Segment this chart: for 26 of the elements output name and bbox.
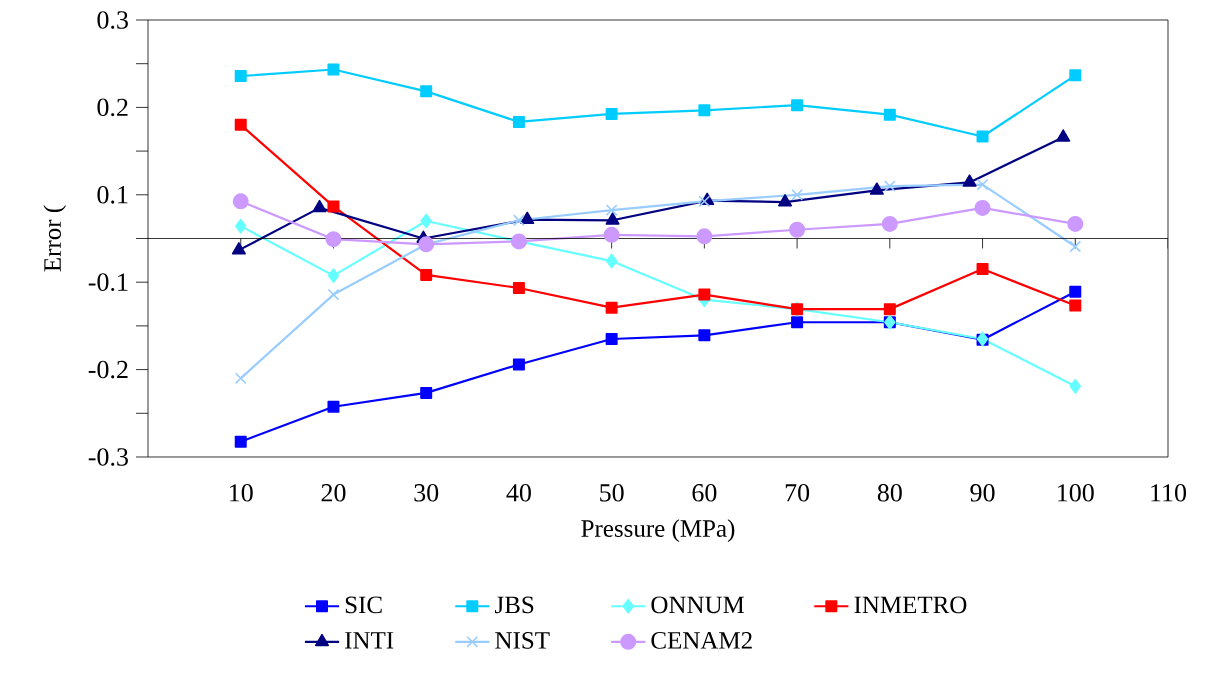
legend-label: INTI — [345, 632, 394, 649]
legend-label: CENAM2 — [651, 632, 752, 649]
legend-label: NIST — [495, 632, 550, 649]
y-tick-label: 0.2 — [97, 98, 128, 117]
x-tick-label: 20 — [321, 484, 346, 502]
x-tick-label: 50 — [600, 484, 624, 502]
y-tick-label: 0.1 — [97, 185, 128, 204]
x-tick-label: 70 — [785, 484, 810, 502]
y-tick-label: -0.2 — [88, 360, 128, 379]
x-tick-label: 110 — [1151, 484, 1187, 502]
x-tick-label: 80 — [877, 484, 902, 502]
y-tick-label: 0.3 — [97, 11, 128, 29]
y-axis-title: Error ( — [43, 205, 67, 272]
x-tick-label: 100 — [1058, 484, 1094, 502]
y-tick-label: -0.3 — [88, 448, 128, 466]
x-tick-label: 60 — [692, 484, 717, 502]
legend-label: INMETRO — [854, 596, 967, 614]
legend-label: SIC — [345, 596, 382, 614]
x-axis-title: Pressure (MPa) — [581, 519, 735, 543]
x-tick-label: 30 — [414, 484, 439, 502]
legend-label: ONNUM — [651, 596, 745, 614]
legend-label: JBS — [495, 596, 534, 614]
x-tick-label: 40 — [506, 484, 531, 502]
y-tick-label: -0.1 — [88, 273, 128, 292]
x-tick-label: 90 — [970, 484, 995, 502]
x-tick-label: 10 — [230, 484, 253, 502]
